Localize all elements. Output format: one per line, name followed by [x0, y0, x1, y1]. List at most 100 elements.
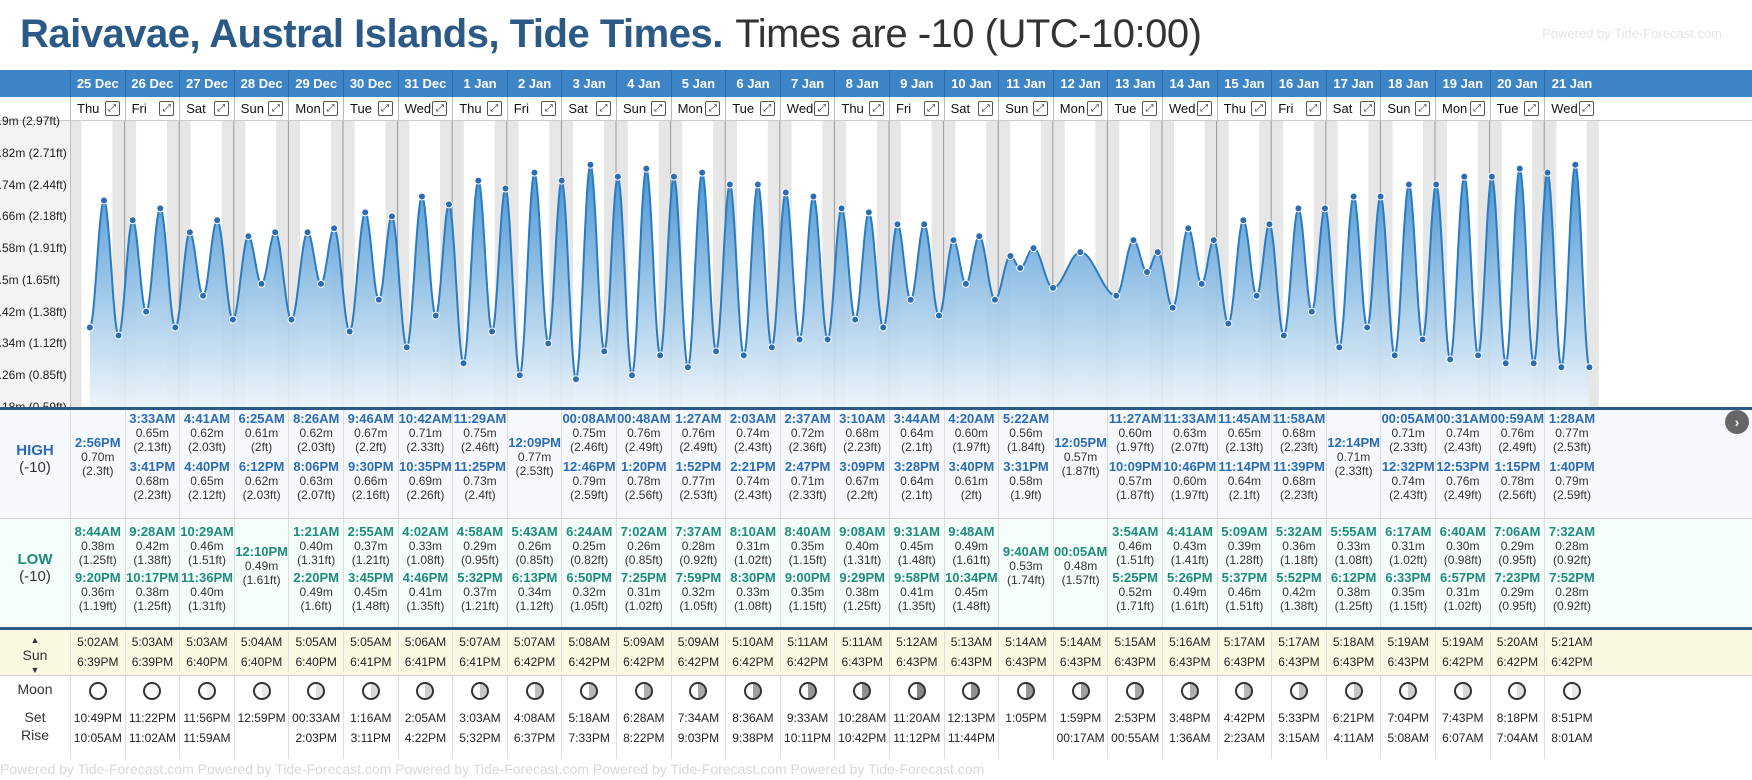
moon-cell: 2:53PM 00:55AM [1107, 676, 1162, 759]
date-label: 19 Jan [1435, 70, 1490, 97]
expand-day-icon[interactable]: ⤢ [1251, 101, 1267, 116]
low-tide-height: 0.36m [81, 585, 115, 599]
sunrise-time: 5:13AM [950, 635, 993, 649]
expand-day-icon[interactable]: ⤢ [978, 101, 994, 116]
high-tide-time: 11:58AM [1272, 411, 1326, 426]
expand-day-icon[interactable]: ⤢ [104, 101, 120, 116]
high-tide-cell: 12:05PM 0.57m (1.87ft) [1052, 410, 1108, 518]
low-tide-feet: (1.48ft) [897, 553, 936, 567]
moonset-time: 2:53PM [1114, 711, 1156, 725]
expand-day-icon[interactable]: ⤢ [1578, 101, 1594, 116]
low-tide-time: 5:37PM [1221, 570, 1268, 585]
moonrise-time: 5:32PM [459, 731, 501, 745]
high-tide-feet: (2.53ft) [679, 488, 718, 502]
moonrise-time: 11:12PM [893, 731, 941, 745]
sunset-time: 6:41PM [404, 655, 447, 669]
expand-day-icon[interactable]: ⤢ [868, 101, 884, 116]
high-tz-label: (-10) [19, 459, 51, 476]
high-tide-height: 0.57m [1063, 450, 1098, 464]
expand-day-icon[interactable]: ⤢ [159, 101, 175, 116]
weekday-cell: Sun ⤢ [233, 97, 289, 121]
high-tide-time: 3:28PM [894, 459, 940, 474]
expand-day-icon[interactable]: ⤢ [759, 101, 775, 116]
expand-day-icon[interactable]: ⤢ [1524, 101, 1540, 116]
expand-day-icon[interactable]: ⤢ [1305, 101, 1321, 116]
sun-cell: 5:09AM 6:42PM [616, 632, 671, 672]
high-tide-feet: (2.43ft) [1389, 488, 1428, 502]
high-tide-height: 0.74m [1446, 426, 1480, 440]
low-tide-time: 7:25PM [621, 570, 667, 585]
high-tide-time: 11:39PM [1272, 459, 1325, 474]
low-tide-point [961, 279, 970, 288]
night-band [998, 121, 1011, 407]
low-tide-entry: 5:55AM 0.33m (1.08ft) [1327, 525, 1381, 568]
low-tide-entry: 1:21AM 0.40m (1.31ft) [289, 525, 343, 568]
moonrise-time: 7:33PM [568, 731, 610, 745]
weekday-label: Sun [240, 101, 264, 116]
expand-day-icon[interactable]: ⤢ [923, 101, 939, 116]
expand-day-icon[interactable]: ⤢ [1196, 101, 1212, 116]
expand-day-icon[interactable]: ⤢ [1087, 101, 1103, 116]
expand-day-icon[interactable]: ⤢ [213, 101, 229, 116]
low-tide-height: 0.45m [900, 539, 934, 553]
expand-day-icon[interactable]: ⤢ [705, 101, 721, 116]
expand-day-icon[interactable]: ⤢ [322, 101, 338, 116]
weekday-label: Sun [623, 101, 647, 116]
sun-label: Sun [22, 647, 48, 663]
weekday-cell: Sat ⤢ [179, 97, 234, 121]
night-band [1586, 121, 1599, 407]
expand-day-icon[interactable]: ⤢ [1469, 101, 1485, 116]
low-tide-entry: 9:31AM 0.45m (1.48ft) [890, 525, 944, 568]
low-tide-time: 4:58AM [456, 524, 504, 539]
high-tide-cell: 3:10AM 0.68m (2.23ft) 3:09PM 0.67m (2.2ft) [834, 410, 889, 518]
sunrise-time: 5:03AM [186, 635, 228, 649]
low-tide-point [228, 315, 237, 324]
expand-day-icon[interactable]: ⤢ [1360, 101, 1376, 116]
high-tide-feet: (2.43ft) [1443, 440, 1482, 454]
high-tide-point [1571, 160, 1580, 169]
date-label: 12 Jan [1052, 70, 1108, 97]
high-tide-entry: 00:05AM 0.71m (2.33ft) [1381, 412, 1435, 455]
weekday-cell: Fri ⤢ [124, 97, 180, 121]
low-tide-entry: 2:55AM 0.37m (1.21ft) [344, 524, 398, 568]
expand-day-icon[interactable]: ⤢ [377, 101, 393, 116]
expand-day-icon[interactable]: ⤢ [1032, 101, 1048, 116]
moon-cell: 10:49PM 10:05AM [70, 676, 125, 759]
expand-day-icon[interactable]: ⤢ [486, 101, 502, 116]
expand-day-icon[interactable]: ⤢ [595, 101, 611, 116]
high-tide-height: 0.60m [1173, 474, 1207, 488]
high-tide-time: 8:26AM [293, 411, 340, 426]
date-label: 25 Dec [70, 70, 125, 97]
sunset-time: 6:40PM [295, 655, 337, 669]
moon-cell: 11:20AM 11:12PM [889, 676, 944, 759]
y-tick-label: 0.26m (0.85ft) [0, 368, 67, 383]
moon-phase-icon [907, 682, 926, 700]
moon-phase-icon [1399, 682, 1418, 700]
high-tide-entry: 11:25PM 0.73m (2.4ft) [453, 460, 507, 503]
expand-day-icon[interactable]: ⤢ [541, 101, 557, 116]
sun-cell: 5:15AM 6:43PM [1107, 632, 1162, 672]
high-tide-feet: (2.23ft) [133, 488, 172, 502]
expand-day-icon[interactable]: ⤢ [1141, 101, 1157, 116]
moonrise-time: 2:23AM [1223, 731, 1266, 745]
low-tide-entry: 5:32AM 0.36m (1.18ft) [1272, 525, 1326, 568]
high-tide-entry: 3:44AM 0.64m (2.1ft) [890, 412, 944, 455]
high-tide-time: 12:14PM [1327, 435, 1380, 450]
high-tide-height: 0.78m [1500, 474, 1535, 488]
low-tide-entry: 5:37PM 0.46m (1.51ft) [1218, 570, 1272, 614]
expand-day-icon[interactable]: ⤢ [432, 101, 448, 116]
low-tide-height: 0.35m [790, 585, 825, 599]
moon-phase-icon [1016, 682, 1035, 700]
expand-day-icon[interactable]: ⤢ [268, 101, 284, 116]
date-label: 31 Dec [397, 70, 453, 97]
low-tide-time: 2:55AM [347, 524, 394, 539]
expand-day-icon[interactable]: ⤢ [814, 101, 830, 116]
weekday-label: Mon [295, 101, 321, 116]
expand-day-icon[interactable]: ⤢ [1414, 101, 1430, 116]
low-tide-height: 0.40m [845, 539, 879, 553]
low-tide-time: 7:52PM [1549, 570, 1595, 585]
next-days-button[interactable]: › [1725, 410, 1749, 434]
expand-day-icon[interactable]: ⤢ [650, 101, 666, 116]
low-tide-cell: 7:02AM 0.26m (0.85ft) 7:25PM 0.31m (1.02ft) [616, 519, 671, 628]
tide-table: 25 Dec 26 Dec 27 Dec 28 Dec 29 Dec 30 Dec 31 D… [0, 70, 1752, 759]
